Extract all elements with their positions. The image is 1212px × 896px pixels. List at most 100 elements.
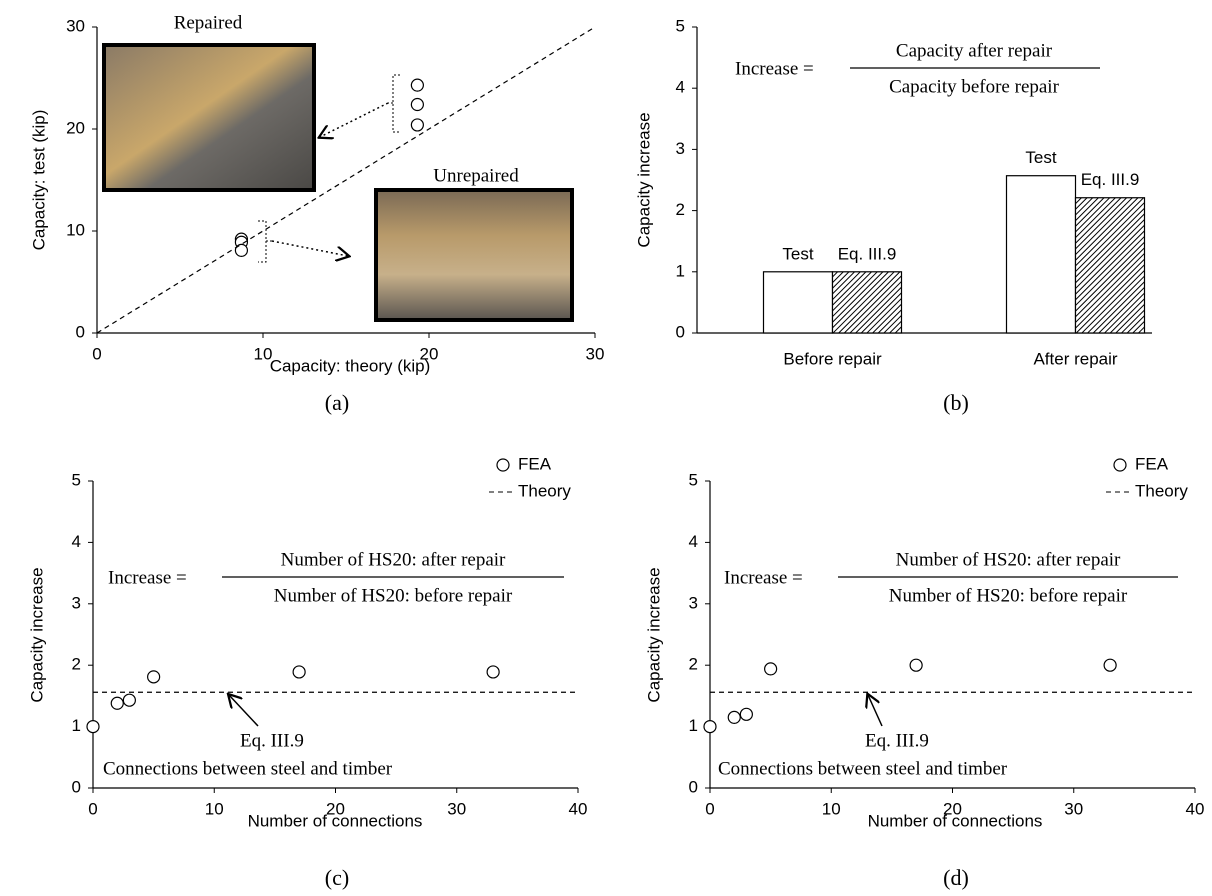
legend-swatch: [496, 458, 510, 472]
y-tick-label: 5: [689, 470, 698, 489]
y-tick-label: 20: [66, 118, 85, 137]
caption: (c): [325, 865, 349, 890]
y-tick-label: 4: [676, 78, 685, 97]
y-tick-label: 2: [676, 200, 685, 219]
formula-denominator: Number of HS20: before repair: [889, 585, 1128, 606]
x-tick-label: 30: [1064, 799, 1083, 818]
point: [410, 78, 424, 92]
y-tick-label: 0: [689, 777, 698, 796]
y-tick-label: 2: [72, 655, 81, 674]
point: [292, 665, 306, 679]
legend-label: Theory: [1135, 481, 1188, 500]
arrow: [320, 102, 389, 137]
formula-denominator: Number of HS20: before repair: [274, 585, 513, 606]
point: [410, 118, 424, 132]
y-tick-label: 0: [72, 777, 81, 796]
x-tick-label: 30: [447, 799, 466, 818]
y-tick-label: 0: [76, 322, 85, 341]
bar: [1074, 197, 1146, 334]
bar: [1005, 175, 1077, 334]
bar: [762, 271, 834, 334]
x-tick-label: 10: [822, 799, 841, 818]
point: [410, 97, 424, 112]
y-tick-label: 5: [676, 16, 685, 35]
annotation: Eq. III.9: [865, 730, 929, 751]
y-tick-label: 1: [689, 716, 698, 735]
y-tick-label: 1: [72, 716, 81, 735]
point: [486, 665, 500, 679]
point: [234, 243, 249, 257]
x-tick-label: 40: [1186, 799, 1205, 818]
x-tick-label: 40: [569, 799, 588, 818]
y-tick-label: 1: [676, 261, 685, 280]
formula-lhs: Increase =: [724, 567, 803, 588]
x-tick-label: 20: [943, 799, 962, 818]
photo-unrepaired: [374, 188, 574, 322]
arrow: [229, 695, 259, 727]
annotation: Eq. III.9: [240, 730, 304, 751]
x-tick-label: 20: [420, 344, 439, 363]
arrow: [271, 240, 348, 256]
x-tick-label: 20: [326, 799, 345, 818]
point: [86, 719, 100, 734]
bracket: [388, 74, 400, 133]
bar-label: Eq. III.9: [838, 244, 897, 263]
x-tick-label: 0: [705, 799, 714, 818]
annotation: Connections between steel and timber: [718, 758, 1008, 779]
point: [703, 719, 717, 734]
bar: [831, 271, 903, 334]
x-axis-title: Number of connections: [248, 811, 423, 830]
x-tick-label: 10: [254, 344, 273, 363]
y-tick-label: 3: [676, 139, 685, 158]
annotation: Repaired: [174, 12, 243, 33]
y-axis-title: Capacity: test (kip): [29, 110, 48, 251]
legend-label: FEA: [518, 454, 552, 473]
legend-label: FEA: [1135, 454, 1169, 473]
y-tick-label: 5: [72, 470, 81, 489]
x-tick-label: 10: [205, 799, 224, 818]
y-tick-label: 10: [66, 220, 85, 239]
legend-swatch: [1113, 458, 1127, 472]
y-tick-label: 4: [72, 532, 81, 551]
formula-numerator: Number of HS20: after repair: [896, 549, 1121, 570]
y-tick-label: 2: [689, 655, 698, 674]
point: [727, 710, 741, 724]
bracket: [258, 220, 272, 263]
x-axis-title: Capacity: theory (kip): [270, 356, 431, 375]
y-axis-title: Capacity increase: [634, 112, 653, 247]
annotation: Unrepaired: [433, 165, 519, 186]
line: [96, 26, 596, 334]
point: [147, 670, 161, 684]
caption: (a): [325, 390, 349, 415]
point: [909, 658, 923, 672]
y-axis-title: Capacity increase: [644, 567, 663, 702]
x-tick-label: 30: [586, 344, 605, 363]
x-tick-label: Before repair: [783, 349, 882, 368]
x-tick-label: After repair: [1033, 349, 1117, 368]
caption: (b): [943, 390, 969, 415]
y-tick-label: 30: [66, 16, 85, 35]
bar-label: Test: [782, 244, 813, 263]
point: [1103, 658, 1117, 672]
bar-label: Test: [1025, 148, 1056, 167]
y-tick-label: 0: [676, 322, 685, 341]
formula-lhs: Increase =: [108, 567, 187, 588]
bar-label: Eq. III.9: [1081, 170, 1140, 189]
formula-numerator: Capacity after repair: [896, 40, 1053, 61]
x-tick-label: 0: [88, 799, 97, 818]
y-tick-label: 4: [689, 532, 698, 551]
y-axis-title: Capacity increase: [27, 567, 46, 702]
legend-label: Theory: [518, 481, 571, 500]
y-tick-label: 3: [72, 593, 81, 612]
x-axis-title: Number of connections: [868, 811, 1043, 830]
arrow: [868, 695, 883, 727]
point: [110, 696, 124, 710]
formula-numerator: Number of HS20: after repair: [281, 549, 506, 570]
annotation: Connections between steel and timber: [103, 758, 393, 779]
point: [739, 707, 753, 721]
x-tick-label: 0: [92, 344, 101, 363]
point: [764, 662, 778, 676]
y-tick-label: 3: [689, 593, 698, 612]
